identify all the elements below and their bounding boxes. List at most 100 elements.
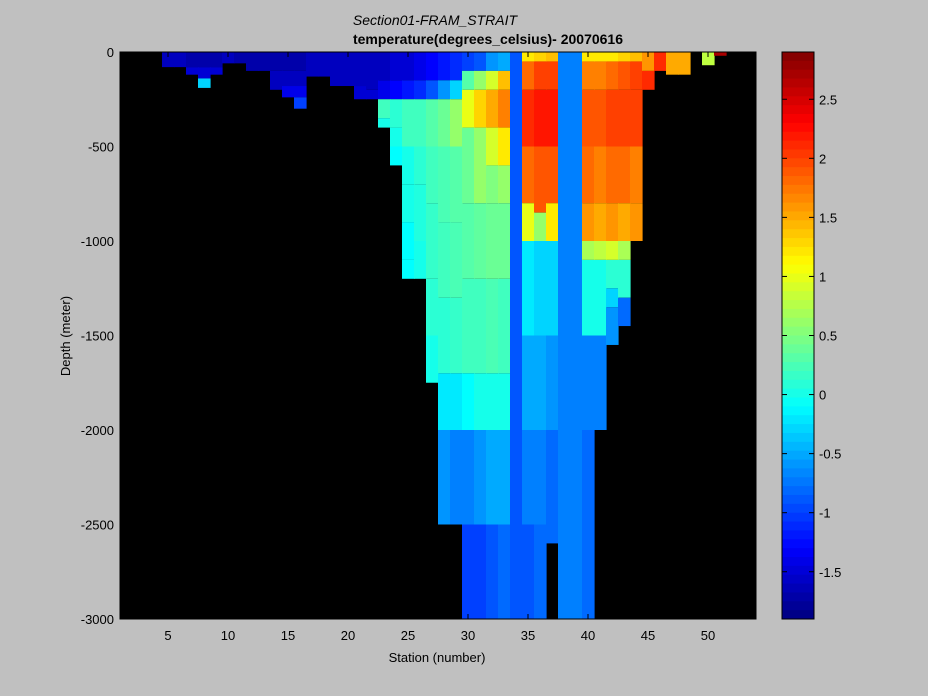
heatmap-cell [486, 127, 499, 166]
x-tick-label: 50 [701, 628, 715, 643]
heatmap-cell [162, 52, 175, 68]
colorbar-swatch [782, 202, 814, 212]
heatmap-cell [582, 335, 595, 430]
heatmap-cell [606, 61, 619, 90]
heatmap-cell [414, 80, 427, 100]
heatmap-cell [414, 146, 427, 185]
colorbar-swatch [782, 556, 814, 567]
heatmap-cell [198, 78, 211, 88]
heatmap-cell [438, 80, 451, 100]
heatmap-cell [570, 52, 583, 619]
heatmap-cell [606, 288, 619, 308]
heatmap-cell [546, 241, 559, 336]
colorbar-swatch [782, 362, 814, 372]
heatmap-cell [438, 373, 451, 430]
heatmap-cell [450, 222, 463, 298]
heatmap-cell [426, 203, 439, 279]
colorbar-tick-label: -0.5 [819, 447, 841, 462]
colorbar-swatch [782, 441, 814, 452]
colorbar-swatch [782, 96, 814, 106]
heatmap-cell [426, 52, 439, 81]
x-tick-label: 20 [341, 628, 355, 643]
heatmap-cell [654, 52, 667, 71]
heatmap-cell [438, 430, 451, 525]
heatmap-cell [198, 67, 211, 79]
colorbar-swatch [782, 503, 814, 514]
heatmap-cell [318, 52, 331, 77]
heatmap-cell [402, 184, 415, 223]
colorbar-swatch [782, 300, 814, 310]
heatmap-cell [282, 70, 295, 87]
colorbar-swatch [782, 158, 814, 168]
heatmap-cell [510, 52, 523, 619]
heatmap-cell [474, 430, 487, 525]
heatmap-cell [450, 80, 463, 100]
y-tick-label: -2000 [81, 423, 114, 438]
heatmap-cells [162, 52, 727, 619]
heatmap-cell [618, 203, 631, 241]
heatmap-cell [546, 430, 559, 544]
heatmap-cell [594, 241, 607, 260]
heatmap-cell [630, 146, 643, 204]
heatmap-cell [486, 278, 499, 374]
colorbar-swatch [782, 432, 814, 443]
x-tick-label: 10 [221, 628, 235, 643]
heatmap-cell [426, 335, 439, 383]
heatmap-cell [282, 52, 295, 71]
heatmap-cell [402, 146, 415, 185]
heatmap-cell [618, 297, 631, 327]
heatmap-cell [498, 89, 511, 128]
heatmap-cell [594, 335, 607, 430]
heatmap-cell [582, 146, 595, 204]
y-axis-label: Depth (meter) [58, 296, 73, 376]
colorbar-axis: -1.5 -1 -0.5 0 0.5 1 1.5 2 2.5 [782, 92, 841, 580]
colorbar-swatch [782, 601, 814, 611]
heatmap-cell [486, 430, 499, 525]
heatmap-cell [414, 184, 427, 241]
heatmap-cell [606, 307, 619, 345]
chart-subtitle: temperature(degrees_celsius)- 20070616 [353, 31, 623, 47]
heatmap-cell [714, 52, 727, 56]
heatmap-cell [462, 278, 475, 374]
colorbar-swatch [782, 388, 814, 399]
heatmap-cell [594, 203, 607, 241]
heatmap-cell [594, 146, 607, 204]
heatmap-cell [582, 61, 595, 90]
heatmap-cell [378, 52, 391, 81]
heatmap-cell [642, 52, 655, 71]
colorbar-swatch [782, 521, 814, 531]
heatmap-cell [606, 241, 619, 260]
heatmap-cell [534, 61, 547, 90]
colorbar-swatch [782, 406, 814, 416]
heatmap-cell [642, 70, 655, 90]
heatmap-cell [474, 70, 487, 90]
heatmap-cell [450, 430, 463, 525]
heatmap-cell [270, 70, 283, 90]
colorbar-swatch [782, 105, 814, 115]
colorbar-swatch [782, 211, 814, 221]
x-tick-label: 5 [164, 628, 171, 643]
heatmap-cell [414, 241, 427, 279]
colorbar-swatch [782, 335, 814, 345]
heatmap-cell [546, 335, 559, 430]
heatmap-cell [534, 212, 547, 241]
heatmap-cell [438, 99, 451, 147]
heatmap-cell [474, 52, 487, 71]
heatmap-cell [270, 52, 283, 71]
heatmap-cell [582, 89, 595, 147]
heatmap-cell [462, 127, 475, 204]
heatmap-cell [474, 524, 487, 619]
heatmap-cell [558, 52, 571, 619]
heatmap-cell [438, 52, 451, 81]
heatmap-cell [594, 259, 607, 336]
heatmap-cell [474, 203, 487, 279]
colorbar-swatch [782, 60, 814, 71]
heatmap-cell [486, 373, 499, 430]
x-axis-label: Station (number) [389, 650, 486, 665]
colorbar-swatch [782, 140, 814, 150]
heatmap-cell [390, 52, 403, 81]
heatmap-cell [402, 52, 415, 81]
colorbar-swatch [782, 397, 814, 407]
colorbar-swatch [782, 69, 814, 80]
colorbar-swatch [782, 282, 814, 292]
